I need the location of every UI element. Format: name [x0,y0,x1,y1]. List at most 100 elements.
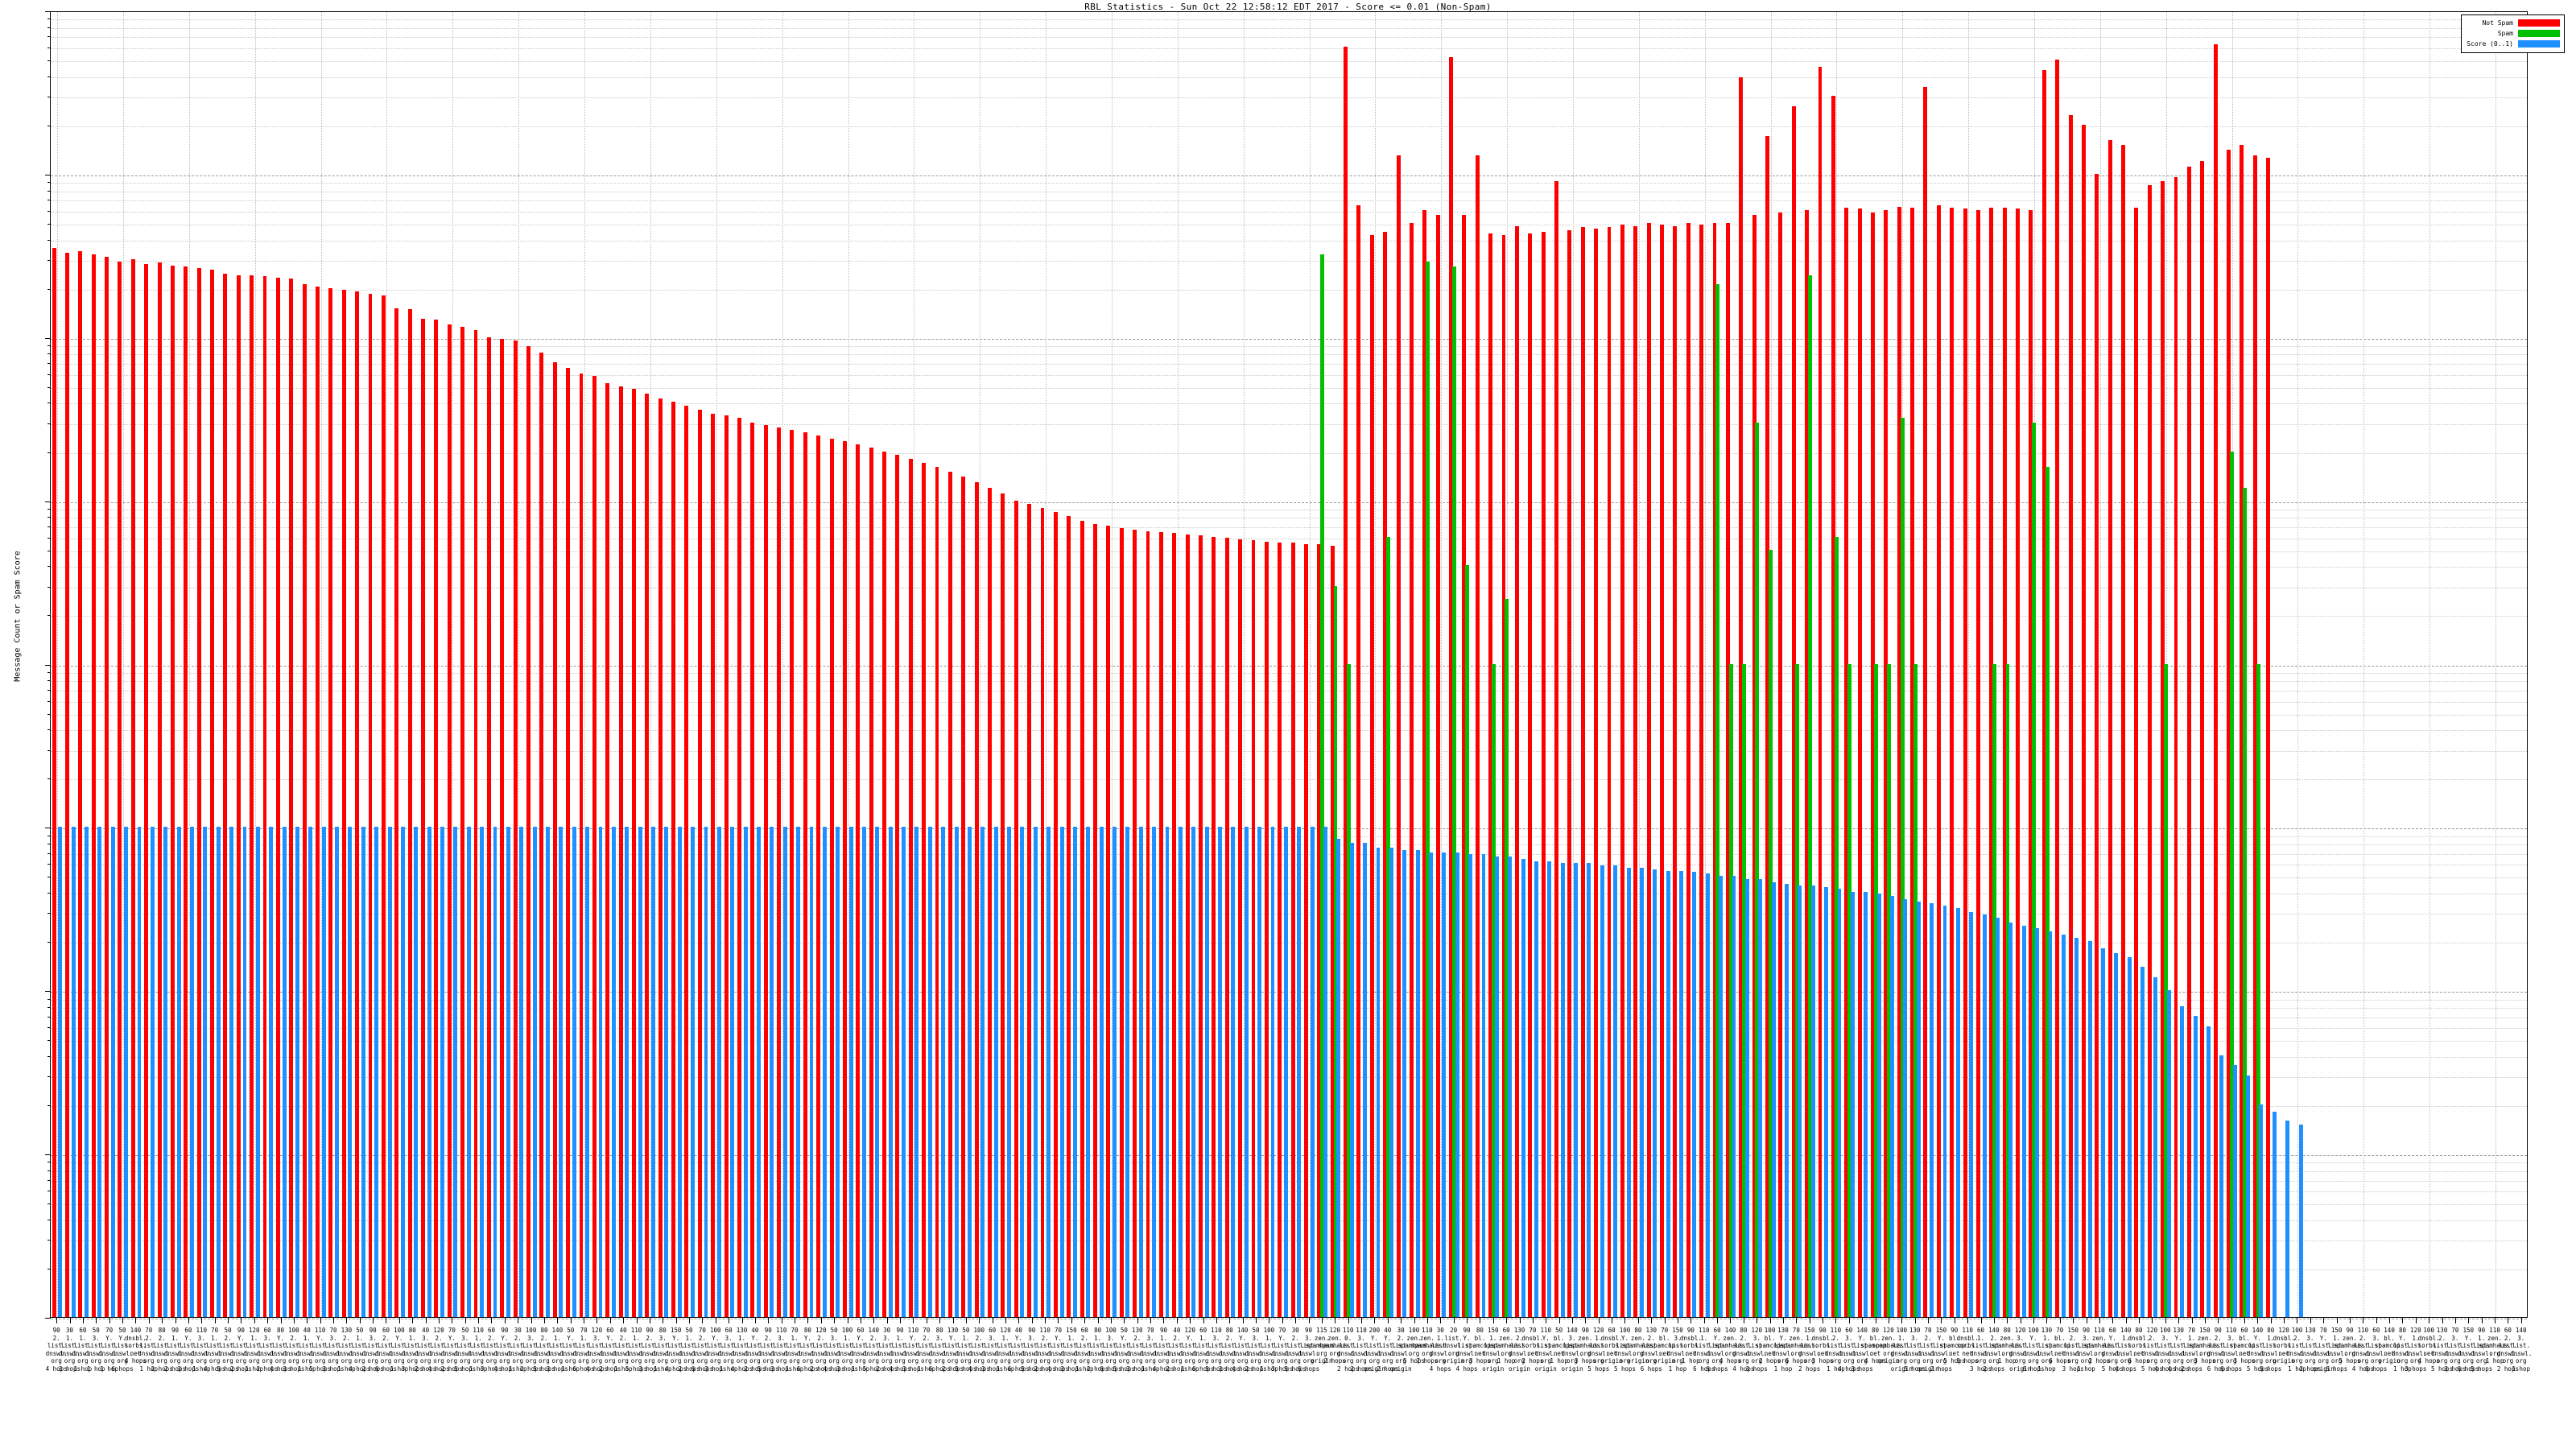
bar-not-spam[interactable] [1001,493,1005,1317]
bar-score[interactable] [1442,852,1447,1317]
bar-group[interactable] [644,12,657,1317]
bar-score[interactable] [1732,876,1736,1317]
bar-group[interactable] [2357,12,2370,1317]
bar-not-spam[interactable] [2029,209,2033,1317]
bar-group[interactable] [1474,12,1487,1317]
bar-not-spam[interactable] [1897,206,1901,1317]
bar-group[interactable] [2120,12,2132,1317]
bar-spam[interactable] [1451,266,1456,1317]
bar-group[interactable] [1237,12,1250,1317]
bar-not-spam[interactable] [1264,541,1269,1317]
bar-not-spam[interactable] [196,267,201,1317]
bar-score[interactable] [611,827,616,1317]
bar-score[interactable] [1086,827,1091,1317]
bar-not-spam[interactable] [1172,533,1177,1317]
bar-not-spam[interactable] [2174,177,2178,1317]
bar-score[interactable] [519,827,524,1317]
bar-score[interactable] [1824,886,1829,1317]
bar-group[interactable] [2173,12,2186,1317]
bar-not-spam[interactable] [645,394,650,1317]
bar-score[interactable] [902,827,906,1317]
bar-group[interactable] [169,12,182,1317]
bar-score[interactable] [822,827,827,1317]
bar-group[interactable] [2291,12,2304,1317]
bar-not-spam[interactable] [1133,530,1137,1317]
bar-group[interactable] [1052,12,1065,1317]
bar-not-spam[interactable] [2240,145,2244,1317]
bar-not-spam[interactable] [2213,44,2218,1317]
bar-group[interactable] [1817,12,1830,1317]
bar-score[interactable] [546,827,550,1317]
bar-score[interactable] [1152,827,1157,1317]
bar-group[interactable] [1263,12,1276,1317]
bar-not-spam[interactable] [724,415,729,1317]
bar-group[interactable] [1461,12,1474,1317]
bar-score[interactable] [2246,1075,2250,1317]
bar-not-spam[interactable] [52,248,56,1317]
bar-score[interactable] [414,827,419,1317]
bar-score[interactable] [782,827,787,1317]
bar-not-spam[interactable] [434,320,439,1317]
bar-score[interactable] [1574,863,1579,1317]
bar-score[interactable] [1336,838,1341,1317]
bar-score[interactable] [1521,858,1525,1317]
bar-group[interactable] [1619,12,1632,1317]
bar-score[interactable] [2232,1064,2237,1317]
bar-score[interactable] [848,827,853,1317]
bar-not-spam[interactable] [1396,155,1401,1317]
bar-not-spam[interactable] [1818,67,1823,1317]
bar-not-spam[interactable] [1146,530,1150,1317]
bar-not-spam[interactable] [1528,233,1533,1317]
bar-score[interactable] [2021,925,2026,1317]
bar-not-spam[interactable] [1093,523,1097,1317]
bar-not-spam[interactable] [1871,212,1875,1317]
bar-group[interactable] [1408,12,1421,1317]
bar-group[interactable] [1527,12,1540,1317]
bar-group[interactable] [1395,12,1408,1317]
bar-spam[interactable] [1492,663,1496,1317]
bar-score[interactable] [335,827,340,1317]
bar-group[interactable] [921,12,934,1317]
bar-score[interactable] [1982,914,1987,1317]
bar-score[interactable] [97,827,102,1317]
bar-group[interactable] [1975,12,1988,1317]
bar-group[interactable] [1738,12,1751,1317]
bar-spam[interactable] [2045,467,2050,1317]
bar-score[interactable] [1429,852,1433,1317]
bar-not-spam[interactable] [1475,155,1480,1317]
bar-not-spam[interactable] [750,422,755,1317]
bar-group[interactable] [1224,12,1236,1317]
bar-group[interactable] [2001,12,2014,1317]
bar-group[interactable] [723,12,736,1317]
bar-not-spam[interactable] [711,413,716,1317]
bar-score[interactable] [704,827,708,1317]
bar-not-spam[interactable] [1080,520,1084,1317]
bar-group[interactable] [1949,12,1962,1317]
bar-score[interactable] [730,827,735,1317]
bar-group[interactable] [2371,12,2384,1317]
bar-not-spam[interactable] [579,373,584,1317]
bar-not-spam[interactable] [1633,225,1638,1317]
bar-score[interactable] [2008,923,2013,1317]
bar-score[interactable] [1785,883,1789,1317]
bar-group[interactable] [736,12,749,1317]
bar-group[interactable] [1830,12,1843,1317]
bar-group[interactable] [657,12,670,1317]
bar-group[interactable] [1909,12,1922,1317]
bar-group[interactable] [2186,12,2198,1317]
bar-score[interactable] [506,827,510,1317]
bar-score[interactable] [295,827,299,1317]
bar-group[interactable] [288,12,301,1317]
bar-not-spam[interactable] [2186,167,2191,1317]
bar-score[interactable] [124,827,129,1317]
bar-not-spam[interactable] [1514,225,1519,1317]
bar-score[interactable] [1283,827,1288,1317]
bar-group[interactable] [2133,12,2146,1317]
bar-score[interactable] [651,827,655,1317]
bar-group[interactable] [2080,12,2093,1317]
bar-score[interactable] [691,827,696,1317]
bar-score[interactable] [1099,827,1104,1317]
bar-group[interactable] [2450,12,2462,1317]
bar-group[interactable] [868,12,881,1317]
bar-group[interactable] [2239,12,2252,1317]
